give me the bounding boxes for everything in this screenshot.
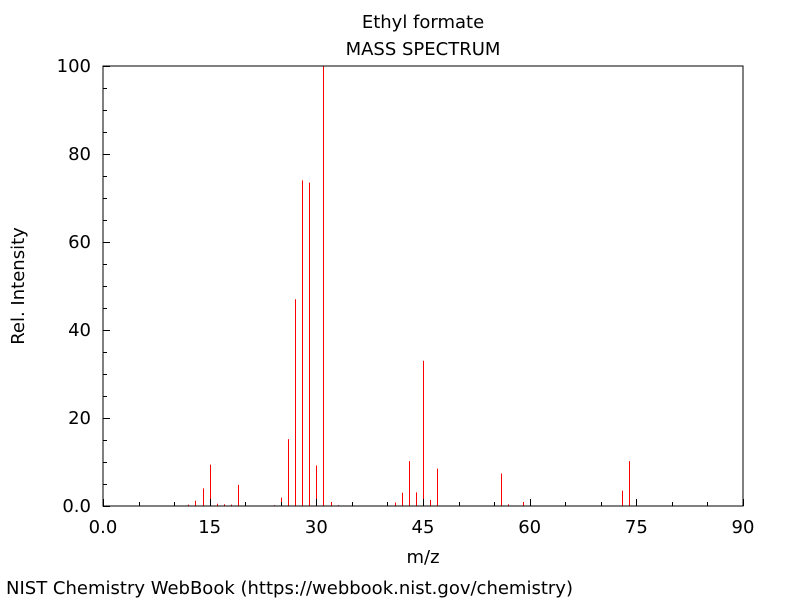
tick-labels-layer: 0.0 15 30 45 60 75 90 0.0 20 40 60 80 100 bbox=[57, 56, 755, 538]
x-tick-label: 30 bbox=[305, 517, 328, 538]
x-tick-label: 90 bbox=[732, 517, 755, 538]
y-tick-label: 100 bbox=[57, 56, 91, 77]
x-tick-label: 75 bbox=[625, 517, 648, 538]
y-axis-label: Rel. Intensity bbox=[8, 227, 29, 345]
x-tick-label: 15 bbox=[198, 517, 221, 538]
x-tick-label: 45 bbox=[412, 517, 435, 538]
x-tick-label: 0.0 bbox=[89, 517, 118, 538]
y-tick-label: 20 bbox=[68, 408, 91, 429]
y-tick-label: 0.0 bbox=[62, 496, 91, 517]
ticks-layer bbox=[103, 66, 744, 507]
credit-text: NIST Chemistry WebBook (https://webbook.… bbox=[6, 578, 573, 599]
bars-layer bbox=[188, 66, 637, 506]
y-tick-label: 60 bbox=[68, 232, 91, 253]
x-tick-label: 60 bbox=[518, 517, 541, 538]
x-axis-label: m/z bbox=[406, 547, 439, 568]
chart-title: Ethyl formate bbox=[362, 12, 484, 33]
y-tick-label: 80 bbox=[68, 144, 91, 165]
chart-subtitle: MASS SPECTRUM bbox=[346, 39, 501, 60]
y-tick-label: 40 bbox=[68, 320, 91, 341]
